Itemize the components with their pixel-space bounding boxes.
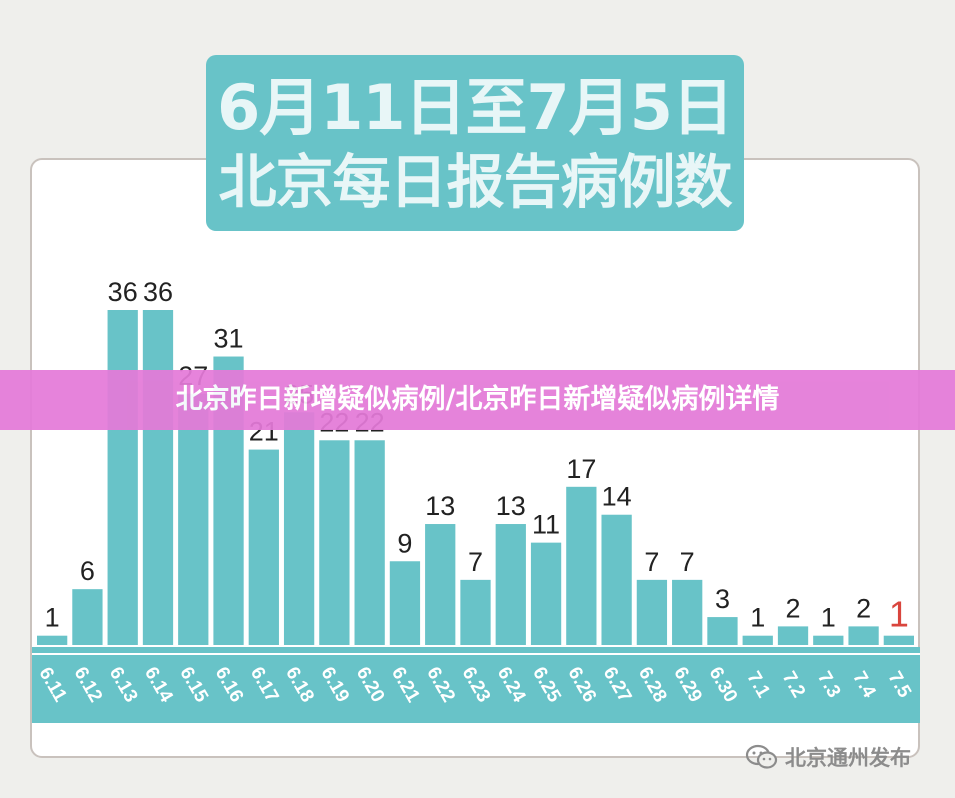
x-axis-band	[32, 647, 920, 723]
bar-6.14	[142, 310, 174, 645]
bar-6.25	[530, 542, 562, 645]
watermark: 北京通州发布	[745, 742, 911, 772]
data-label-7.3: 1	[821, 603, 836, 633]
data-label-6.11: 1	[45, 603, 60, 633]
data-label-6.25: 11	[532, 510, 560, 540]
bar-6.12	[72, 589, 103, 645]
bar-6.23	[460, 579, 491, 645]
bar-6.21	[389, 561, 421, 645]
bar-6.19	[319, 440, 350, 645]
data-label-7.4: 2	[856, 593, 871, 623]
bar-7.4	[848, 626, 879, 645]
bar-6.29	[672, 579, 703, 645]
data-label-7.2: 2	[786, 593, 801, 623]
bar-6.24	[495, 524, 526, 645]
data-label-6.29: 7	[680, 547, 695, 577]
data-label-6.24: 13	[496, 491, 526, 521]
overlay-banner: 北京昨日新增疑似病例/北京昨日新增疑似病例详情	[0, 370, 955, 430]
data-label-6.21: 9	[397, 528, 412, 558]
data-label-6.23: 7	[468, 547, 483, 577]
chart-title-box: 6月11日至7月5日 北京每日报告病例数	[206, 55, 744, 231]
data-label-7.1: 1	[750, 603, 765, 633]
bar-7.5	[883, 635, 914, 645]
bar-6.11	[37, 635, 68, 645]
bar-6.28	[636, 579, 668, 645]
bar-7.3	[813, 635, 844, 645]
data-label-6.30: 3	[715, 584, 730, 614]
bar-6.20	[354, 440, 385, 645]
chart-title: 6月11日至7月5日	[217, 71, 734, 144]
data-label-6.12: 6	[80, 556, 95, 586]
data-label-6.16: 31	[214, 324, 244, 354]
bar-6.30	[707, 617, 738, 645]
data-label-6.27: 14	[602, 482, 632, 512]
data-label-6.28: 7	[644, 547, 659, 577]
bar-6.17	[248, 449, 279, 645]
data-label-6.22: 13	[425, 491, 455, 521]
bar-6.27	[601, 514, 632, 645]
bar-6.15	[178, 393, 209, 645]
bar-7.2	[777, 626, 809, 645]
watermark-text: 北京通州发布	[785, 746, 911, 770]
data-label-6.14: 36	[143, 277, 173, 307]
data-label-6.13: 36	[108, 277, 138, 307]
chart-subtitle: 北京每日报告病例数	[218, 148, 732, 216]
data-label-6.26: 17	[566, 454, 596, 484]
data-label-7.5: 1	[889, 594, 909, 635]
bar-6.13	[107, 310, 138, 645]
bar-6.18	[283, 412, 315, 645]
wechat-icon	[745, 744, 779, 770]
bar-6.26	[566, 486, 597, 645]
bar-6.22	[425, 524, 456, 645]
bar-7.1	[742, 635, 773, 645]
